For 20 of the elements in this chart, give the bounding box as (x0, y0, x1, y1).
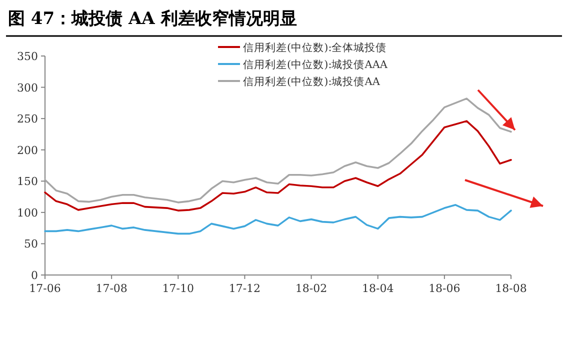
x-tick-label: 17-12 (228, 282, 261, 295)
y-tick-label: 300 (17, 81, 38, 94)
x-tick-label: 17-08 (96, 282, 128, 295)
x-tick-label: 17-10 (162, 282, 194, 295)
x-tick-label: 18-06 (428, 282, 460, 295)
x-tick-label: 18-02 (295, 282, 328, 295)
chart-title: 图 47：城投债 AA 利差收窄情况明显 (8, 9, 297, 29)
legend-label: 信用利差(中位数):城投债AA (243, 75, 380, 88)
y-tick-label: 200 (17, 144, 38, 157)
legend-label: 信用利差(中位数):全体城投债 (243, 41, 387, 54)
x-tick-label: 17-06 (29, 282, 61, 295)
x-tick-label: 18-08 (495, 282, 527, 295)
y-tick-label: 50 (24, 238, 38, 251)
legend-label: 信用利差(中位数):城投债AAA (243, 58, 388, 71)
x-tick-label: 18-04 (362, 282, 394, 295)
y-tick-label: 250 (17, 112, 38, 126)
y-tick-label: 0 (31, 269, 38, 282)
y-tick-label: 150 (17, 175, 38, 188)
y-tick-label: 100 (17, 206, 38, 220)
y-tick-label: 350 (17, 50, 38, 63)
